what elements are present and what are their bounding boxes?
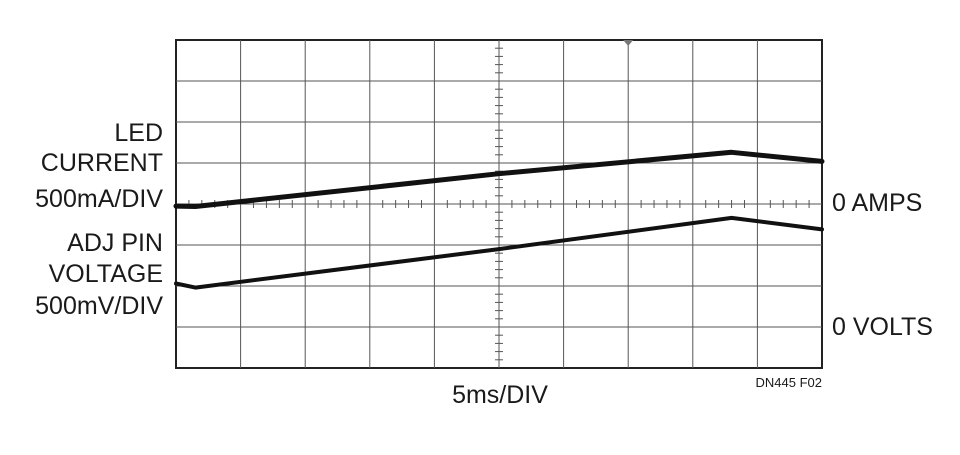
- traces: [173, 149, 825, 290]
- figure-id: DN445 F02: [756, 375, 822, 390]
- led-label-line-3: 500mA/DIV: [35, 185, 163, 213]
- adj-pin-voltage-trace: [174, 215, 824, 290]
- adj-label-line-2: VOLTAGE: [49, 260, 163, 288]
- zero-volts-label: 0 VOLTS: [832, 313, 933, 341]
- adj-label-line-1: ADJ PIN: [67, 229, 163, 257]
- grid: [175, 39, 823, 369]
- led-label-line-1: LED: [114, 119, 163, 147]
- zero-amps-label: 0 AMPS: [832, 189, 922, 217]
- adj-label-line-3: 500mV/DIV: [35, 292, 163, 320]
- led-current-trace: [173, 149, 825, 209]
- trigger-marker: [623, 40, 634, 46]
- time-scale-label: 5ms/DIV: [452, 381, 548, 409]
- led-label-line-2: CURRENT: [41, 149, 163, 177]
